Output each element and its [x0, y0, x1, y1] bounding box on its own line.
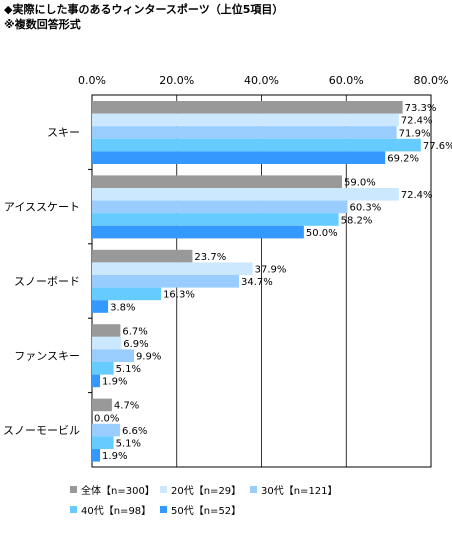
legend-swatch-40s [70, 506, 77, 513]
legend-label-20s: 20代【n=29】 [171, 486, 242, 497]
bar [92, 449, 101, 462]
data-label: 9.9% [136, 352, 161, 363]
category-label: スキー [47, 126, 80, 139]
data-label: 60.3% [350, 203, 382, 214]
x-tick-label: 40.0% [244, 74, 279, 87]
data-label: 77.6% [423, 141, 452, 152]
category-label: ファンスキー [14, 349, 80, 362]
data-label: 16.3% [163, 290, 195, 301]
bar [92, 398, 112, 412]
bar [92, 300, 109, 313]
bar [92, 138, 421, 152]
bar [92, 423, 120, 437]
x-tick-label: 80.0% [414, 74, 449, 87]
legend-row-2: 40代【n=98】 50代【n=52】 [70, 502, 370, 522]
bar [92, 324, 121, 337]
data-label: 71.9% [399, 128, 431, 139]
bar [92, 362, 114, 375]
x-tick-label: 20.0% [159, 74, 194, 87]
data-label: 59.0% [344, 178, 376, 189]
legend-swatch-all [70, 486, 77, 493]
data-label: 37.9% [255, 265, 287, 276]
data-label: 3.8% [110, 302, 135, 313]
legend-item-all: 全体【n=300】 [70, 482, 155, 497]
data-label: 1.9% [102, 377, 127, 388]
bar [92, 275, 240, 288]
data-label: 5.1% [116, 364, 141, 375]
data-label: 72.4% [401, 190, 433, 201]
legend-label-50s: 50代【n=52】 [171, 506, 242, 517]
data-label: 4.7% [114, 401, 139, 412]
bar [92, 436, 114, 449]
bar [92, 200, 348, 214]
category-label: スノーモービル [3, 424, 80, 437]
bar [92, 151, 386, 164]
bar [92, 101, 403, 114]
legend-swatch-20s [160, 486, 167, 493]
chart-title: ◆実際にした事のあるウィンタースポーツ（上位5項目） [4, 3, 284, 16]
bar [92, 113, 399, 127]
bar [92, 188, 399, 201]
legend-item-30s: 30代【n=121】 [250, 482, 338, 497]
bar [92, 126, 397, 139]
bar [92, 349, 134, 362]
data-label: 50.0% [306, 228, 338, 239]
x-tick-label: 60.0% [329, 74, 364, 87]
x-tick-label: 0.0% [78, 74, 106, 87]
legend-swatch-30s [250, 486, 257, 493]
data-label: 23.7% [194, 252, 226, 263]
data-label: 69.2% [387, 154, 419, 165]
legend-swatch-50s [160, 506, 167, 513]
bar [92, 262, 253, 275]
data-label: 34.7% [241, 277, 273, 288]
chart-legend: 全体【n=300】 20代【n=29】 30代【n=121】 40代【n=98】… [70, 482, 370, 522]
legend-label-40s: 40代【n=98】 [81, 506, 152, 517]
data-label: 73.3% [405, 103, 437, 114]
legend-item-20s: 20代【n=29】 [160, 482, 241, 497]
bar [92, 213, 339, 226]
category-label: スノーボード [14, 275, 80, 288]
legend-label-30s: 30代【n=121】 [261, 486, 338, 497]
chart-subtitle: ※複数回答形式 [4, 18, 81, 31]
bar [92, 336, 122, 350]
legend-label-all: 全体【n=300】 [81, 486, 155, 497]
data-label: 58.2% [341, 215, 373, 226]
category-label: アイススケート [4, 201, 80, 214]
bar [92, 225, 304, 239]
data-label: 0.0% [94, 413, 119, 424]
bar [92, 249, 193, 263]
legend-item-50s: 50代【n=52】 [160, 502, 241, 517]
data-label: 1.9% [102, 451, 127, 462]
legend-row-1: 全体【n=300】 20代【n=29】 30代【n=121】 [70, 482, 370, 502]
bar [92, 287, 162, 301]
bar [92, 175, 343, 188]
data-label: 6.6% [122, 426, 147, 437]
data-label: 6.7% [122, 326, 147, 337]
data-label: 5.1% [116, 439, 141, 450]
data-label: 72.4% [401, 116, 433, 127]
legend-item-40s: 40代【n=98】 [70, 502, 151, 517]
bar [92, 374, 101, 388]
data-label: 6.9% [123, 339, 148, 350]
